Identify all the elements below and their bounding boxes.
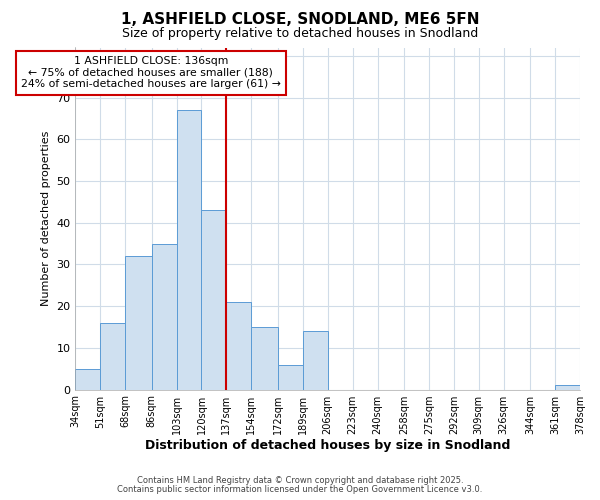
- Text: Size of property relative to detached houses in Snodland: Size of property relative to detached ho…: [122, 28, 478, 40]
- Text: 1 ASHFIELD CLOSE: 136sqm
← 75% of detached houses are smaller (188)
24% of semi-: 1 ASHFIELD CLOSE: 136sqm ← 75% of detach…: [21, 56, 281, 89]
- Bar: [251, 327, 278, 390]
- Bar: [152, 244, 176, 390]
- Text: Contains HM Land Registry data © Crown copyright and database right 2025.: Contains HM Land Registry data © Crown c…: [137, 476, 463, 485]
- X-axis label: Distribution of detached houses by size in Snodland: Distribution of detached houses by size …: [145, 440, 511, 452]
- Bar: [176, 110, 202, 390]
- Bar: [226, 302, 251, 390]
- Text: 1, ASHFIELD CLOSE, SNODLAND, ME6 5FN: 1, ASHFIELD CLOSE, SNODLAND, ME6 5FN: [121, 12, 479, 28]
- Bar: [555, 386, 580, 390]
- Text: Contains public sector information licensed under the Open Government Licence v3: Contains public sector information licen…: [118, 485, 482, 494]
- Bar: [76, 368, 100, 390]
- Y-axis label: Number of detached properties: Number of detached properties: [41, 131, 51, 306]
- Bar: [100, 323, 125, 390]
- Bar: [125, 256, 152, 390]
- Bar: [278, 364, 303, 390]
- Bar: [303, 331, 328, 390]
- Bar: [202, 210, 226, 390]
